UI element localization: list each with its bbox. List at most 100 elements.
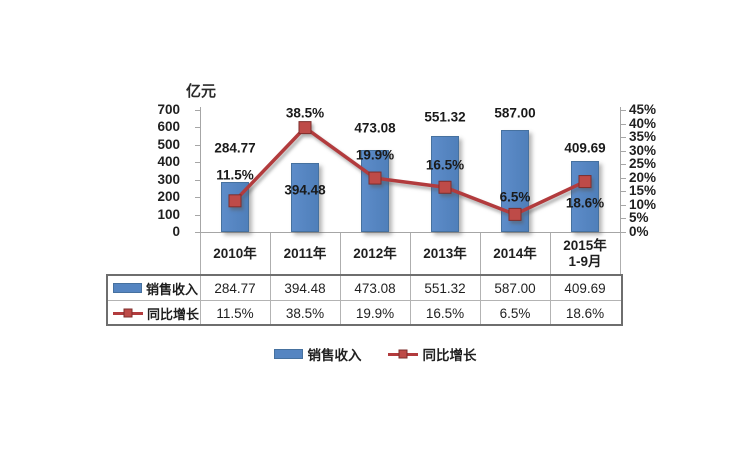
bar-value-label: 587.00 xyxy=(494,105,536,121)
growth-value-label: 38.5% xyxy=(285,105,325,121)
right-axis-tickmark xyxy=(620,191,626,193)
right-axis-tickmark xyxy=(620,123,626,125)
left-axis-title: 亿元 xyxy=(186,83,217,100)
left-axis-tickmark xyxy=(195,127,200,129)
category-divider xyxy=(550,233,551,274)
legend-line-swatch-icon xyxy=(387,348,418,360)
table-cell: 16.5% xyxy=(425,305,465,321)
table-cell: 284.77 xyxy=(214,280,256,296)
left-axis-tick-label: 100 xyxy=(157,206,180,222)
category-divider xyxy=(410,233,411,274)
growth-value-label: 11.5% xyxy=(216,167,254,183)
table-row-header-growth: 同比增长 xyxy=(108,301,200,325)
bar xyxy=(571,160,599,232)
right-axis-tickmark xyxy=(620,204,626,206)
right-axis-tick-label: 40% xyxy=(629,115,657,131)
left-axis-tick-label: 500 xyxy=(157,136,180,152)
table-column-divider xyxy=(270,276,271,324)
right-axis-line xyxy=(620,107,621,233)
growth-line-marker xyxy=(228,194,242,208)
table-cell: 551.32 xyxy=(424,280,466,296)
bar-value-label: 551.32 xyxy=(424,109,466,125)
category-axis-line xyxy=(200,232,621,233)
table-cell: 409.69 xyxy=(564,280,606,296)
legend-label-growth: 同比增长 xyxy=(422,348,477,363)
right-axis-tick-label: 0% xyxy=(629,224,649,239)
table-cell: 38.5% xyxy=(285,305,325,321)
left-axis-tick-label: 200 xyxy=(157,189,180,205)
growth-value-label: 6.5% xyxy=(499,189,531,205)
category-label: 2013年 xyxy=(423,246,467,261)
category-divider xyxy=(620,233,621,274)
table-cell: 18.6% xyxy=(565,305,605,321)
right-axis-tick-label: 35% xyxy=(629,129,657,145)
bar xyxy=(291,163,319,232)
growth-line-marker xyxy=(508,207,522,221)
growth-line-marker xyxy=(368,171,382,185)
category-label: 2010年 xyxy=(213,246,257,261)
table-cell: 587.00 xyxy=(494,280,536,296)
category-label: 2015年 1-9月 xyxy=(563,238,607,269)
left-axis-tick-label: 700 xyxy=(157,102,180,117)
left-axis-tick-label: 0 xyxy=(172,224,180,239)
table-row-header-sales: 销售收入 xyxy=(108,276,200,300)
legend-label-sales: 销售收入 xyxy=(307,348,362,363)
table-column-divider xyxy=(480,276,481,324)
left-axis-tickmark xyxy=(195,144,200,146)
data-table: 销售收入 同比增长 284.77 394.48 473.08 551.32 587.00… xyxy=(106,274,623,326)
bar-value-label: 473.08 xyxy=(354,120,396,136)
table-column-divider xyxy=(410,276,411,324)
chart-legend: 销售收入 同比增长 xyxy=(0,344,750,364)
table-cell: 394.48 xyxy=(284,280,326,296)
right-axis-tick-label: 45% xyxy=(629,102,657,117)
left-axis-tick-label: 400 xyxy=(157,154,180,170)
growth-line-series xyxy=(228,121,592,221)
category-label: 2012年 xyxy=(353,246,397,261)
right-axis-tick-label: 15% xyxy=(629,183,657,199)
growth-value-label: 19.9% xyxy=(355,147,395,163)
left-axis-tickmark xyxy=(195,214,200,216)
left-axis-tickmark xyxy=(195,179,200,181)
right-axis-tick-label: 20% xyxy=(629,169,657,185)
table-cell: 19.9% xyxy=(355,305,395,321)
table-cell: 11.5% xyxy=(216,305,254,321)
bar-value-label: 409.69 xyxy=(564,140,606,156)
category-divider xyxy=(480,233,481,274)
table-row-label-growth: 同比增长 xyxy=(147,306,200,322)
left-axis-tick-label: 600 xyxy=(157,119,180,135)
table-column-divider xyxy=(200,276,201,324)
bar xyxy=(361,149,389,232)
left-axis-tickmark xyxy=(195,110,200,111)
right-axis-tickmark xyxy=(620,164,626,166)
left-axis-line xyxy=(200,107,201,233)
category-divider xyxy=(200,233,201,274)
category-divider xyxy=(340,233,341,274)
left-axis-tickmark xyxy=(195,197,200,199)
growth-line xyxy=(233,125,586,217)
growth-line-marker xyxy=(438,180,452,194)
bar-value-label: 284.77 xyxy=(214,140,256,156)
category-divider xyxy=(270,233,271,274)
growth-line-marker xyxy=(298,121,312,135)
right-axis-tickmark xyxy=(620,232,626,233)
bar-series-swatch-icon xyxy=(113,283,142,293)
right-axis-tickmark xyxy=(620,218,626,220)
legend-item-sales: 销售收入 xyxy=(273,344,362,364)
right-axis-tick-label: 10% xyxy=(629,196,657,212)
growth-value-label: 18.6% xyxy=(565,195,605,211)
left-axis-tick-label: 300 xyxy=(157,171,180,187)
table-cell: 473.08 xyxy=(354,280,396,296)
growth-line-marker xyxy=(578,175,592,189)
table-row-divider xyxy=(108,300,621,301)
right-axis-tick-label: 25% xyxy=(629,156,657,172)
legend-bar-swatch-icon xyxy=(273,349,303,359)
left-axis-tickmark xyxy=(195,232,200,233)
right-axis-tickmark xyxy=(620,137,626,139)
table-column-divider xyxy=(340,276,341,324)
category-label: 2014年 xyxy=(493,246,537,261)
right-axis-tickmark xyxy=(620,150,626,152)
bar-value-label: 394.48 xyxy=(284,182,326,198)
category-label: 2011年 xyxy=(283,246,327,261)
